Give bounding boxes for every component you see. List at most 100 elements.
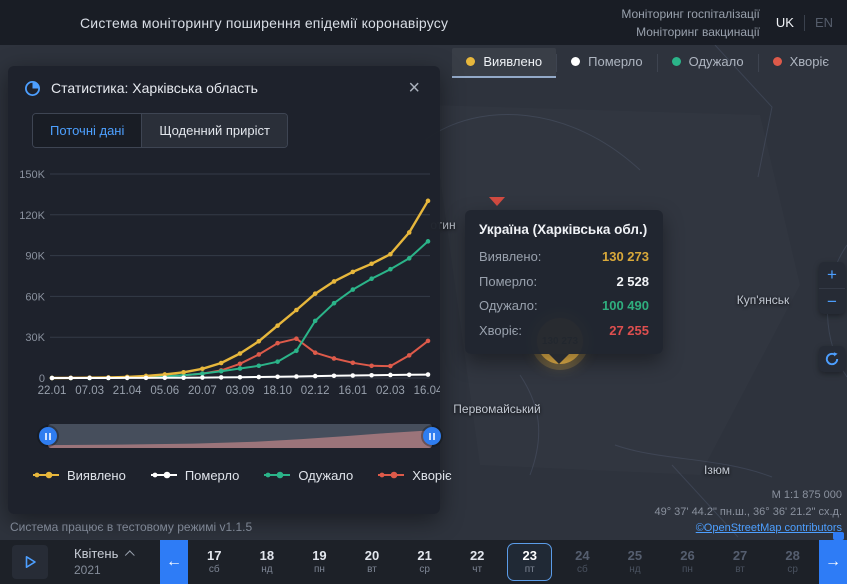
app-title: Система моніторингу поширення епідемії к… [80,14,449,31]
city-label: Куп'янськ [736,293,790,307]
data-point [143,375,149,381]
slider-handle-left[interactable] [39,427,57,445]
tab-current-data[interactable]: Поточні дані [33,114,142,147]
day-cell[interactable]: 17 сб [188,540,241,584]
region-boundaries [424,45,847,538]
prev-dates-button[interactable]: ← [160,540,188,584]
data-point [406,256,412,261]
day-cell[interactable]: 24 сб [556,540,609,584]
zoom-in-button[interactable]: + [827,265,837,284]
slider-mini-area-chart [48,430,432,448]
day-number: 25 [627,547,643,563]
map-legend-item[interactable]: Одужало [658,48,758,78]
link-hospitalization-monitoring[interactable]: Моніторинг госпіталізації [621,6,760,21]
next-dates-button[interactable]: → [819,540,847,584]
day-cell[interactable]: 21 ср [398,540,451,584]
day-cell-selected[interactable]: 23 пт [503,540,556,584]
tooltip-row-label: Одужало: [479,298,538,314]
day-number: 24 [575,547,590,563]
tooltip-row-value: 100 490 [602,298,649,314]
data-point [218,360,224,366]
lang-en-button[interactable]: EN [814,15,833,30]
map-legend-item[interactable]: Виявлено [452,48,557,78]
map-legend-item[interactable]: Померло [557,48,657,78]
data-point [388,372,393,378]
day-number: 20 [364,547,380,563]
day-weekday: пн [682,563,693,575]
data-point [369,276,374,282]
tooltip-row: Одужало: 100 490 [479,294,649,319]
data-point [181,369,186,375]
day-cell[interactable]: 18 нд [241,540,294,584]
tooltip-title: Україна (Харківська обл.) [479,222,648,237]
month-selector[interactable]: Квітень 2021 [74,540,152,584]
data-point [350,269,356,275]
data-point [162,372,168,377]
legend-label: Хворіє [412,468,452,483]
data-point [369,372,374,378]
x-tick-label: 20.07 [188,385,217,397]
y-tick-label: 30K [25,332,45,344]
day-number: 17 [207,547,222,563]
data-point [294,348,299,354]
timeline-bar: Квітень 2021 ← 17 сб 18 нд 19 пн 20 вт 21 ср 22 чт 2… [0,540,847,584]
small-map-marker-icon[interactable] [489,197,505,206]
data-point [181,375,186,380]
data-point [331,279,337,284]
day-number: 28 [785,547,800,563]
chart-legend-item[interactable]: Одужало [263,468,353,483]
data-point [200,375,205,380]
data-point [237,374,243,380]
chart-legend: Виявлено Померло Одужало Хворіє [32,468,452,483]
map-legend-item[interactable]: Хворіє [759,48,843,78]
refresh-button[interactable] [819,346,845,372]
legend-separator [556,54,558,72]
legend-label: Померло [184,468,240,483]
legend-line-marker-icon [32,468,60,483]
lang-uk-button[interactable]: UK [775,15,794,30]
x-tick-label: 05.06 [150,385,179,397]
day-cell[interactable]: 25 нд [609,540,662,584]
day-cell[interactable]: 22 чт [451,540,504,584]
city-label: Первомайський [453,402,541,416]
day-weekday: сб [576,563,588,575]
day-cell[interactable]: 27 вт [714,540,767,584]
day-cell[interactable]: 20 вт [346,540,399,584]
tooltip-row-label: Виявлено: [479,249,542,264]
data-point [68,375,74,381]
osm-attribution-link[interactable]: ©OpenStreetMap contributors [695,522,842,534]
day-number: 21 [417,547,432,563]
slider-handle-right[interactable] [423,427,441,445]
chevron-up-icon [125,549,136,560]
tab-daily-growth[interactable]: Щоденний приріст [141,114,287,147]
data-point [275,340,280,346]
map-legend: Виявлено Померло Одужало Хворіє [452,48,843,78]
language-switcher: UK EN [775,14,833,31]
legend-line-marker-icon [263,468,291,483]
chart-legend-item[interactable]: Померло [150,468,240,483]
chart-legend-item[interactable]: Виявлено [32,468,126,483]
slider-track[interactable] [48,424,432,448]
chart-legend-item[interactable]: Хворіє [377,468,452,483]
y-tick-label: 0 [39,373,45,385]
data-point [388,266,393,272]
close-icon[interactable]: × [408,77,420,99]
statistics-chart[interactable]: 0 30K 60K 90K 120K 150K 22.01 07.03 21.04 05.06 20… [16,158,440,398]
data-point [425,198,431,204]
day-cell[interactable]: 26 пн [661,540,714,584]
zoom-out-button[interactable]: − [819,288,845,314]
y-tick-label: 150K [19,169,45,181]
play-button[interactable] [12,545,48,579]
data-point [369,261,374,267]
legend-line-marker-icon [377,468,405,483]
x-tick-label: 02.12 [301,385,330,397]
day-weekday: чт [472,563,483,575]
statistics-panel: Статистика: Харківська область × Поточні… [8,66,452,514]
legend-separator [757,54,759,72]
link-vaccination-monitoring[interactable]: Моніторинг вакцинації [636,24,760,39]
day-cell[interactable]: 28 ср [766,540,819,584]
day-cell[interactable]: 19 пн [293,540,346,584]
data-point [256,374,262,380]
month-label: Квітень [74,545,119,561]
data-point [200,366,205,372]
